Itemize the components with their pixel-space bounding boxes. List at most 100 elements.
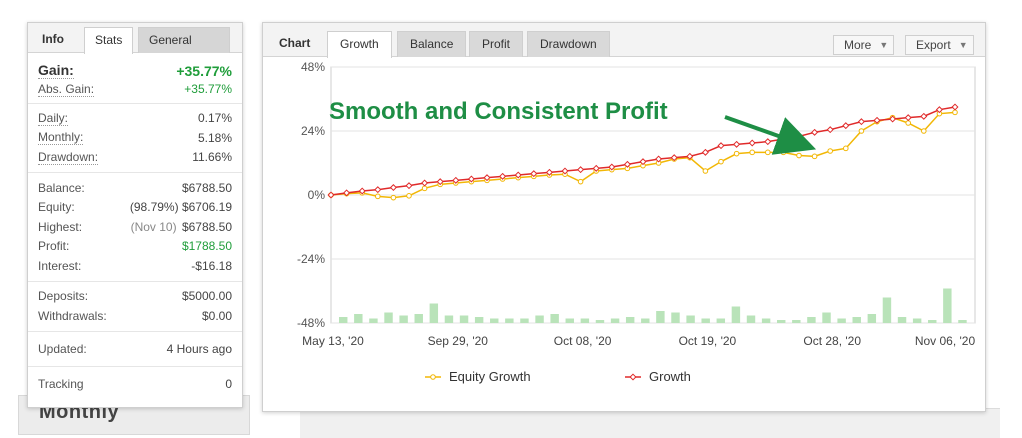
chart-legend: Equity Growth Growth [425, 369, 691, 384]
tab-drawdown[interactable]: Drawdown [527, 31, 610, 57]
series-point [935, 106, 943, 114]
volume-bar [671, 312, 680, 323]
equity-value: $6706.19 [181, 200, 232, 215]
x-axis: May 13, '20 Sep 29, '20 Oct 08, '20 Oct 19,… [302, 334, 975, 348]
series-point [796, 152, 802, 159]
highest-label: Highest: [38, 219, 83, 234]
y-tick-label: -48% [297, 316, 325, 330]
volume-bar [535, 315, 544, 323]
daily-value: 0.17% [197, 111, 232, 126]
series-point [608, 163, 616, 171]
series-point [889, 115, 897, 123]
series-point [811, 153, 818, 160]
y-tick-label: 24% [301, 124, 325, 138]
chart-panel-title: Chart [279, 36, 311, 50]
volume-bar [943, 288, 952, 323]
daily-row: Daily: 0.17% [38, 109, 232, 129]
tab-growth[interactable]: Growth [327, 31, 392, 58]
volume-bar [716, 318, 726, 323]
chart-panel: Chart Growth Balance Profit Drawdown Mor… [262, 22, 986, 412]
legend-label: Equity Growth [449, 369, 531, 384]
series-point [358, 187, 366, 195]
series-point [592, 164, 600, 172]
series-point [561, 167, 569, 175]
series-point [686, 152, 694, 160]
divider [28, 330, 242, 332]
volume-bar [339, 317, 348, 323]
series-point [952, 109, 958, 116]
tracking-label: Tracking [38, 376, 84, 391]
deposits-label: Deposits: [38, 289, 89, 304]
tab-general[interactable]: General [138, 27, 230, 53]
abs-gain-value: +35.77% [184, 82, 232, 96]
withdrawals-row: Withdrawals: $0.00 [38, 306, 232, 326]
y-tick-label: 0% [308, 188, 326, 202]
series-point [405, 182, 413, 190]
export-dropdown[interactable]: Export ▼ [905, 35, 974, 55]
legend-marker [629, 373, 637, 381]
volume-bar [686, 315, 695, 323]
interest-row: Interest: -$16.18 [38, 256, 232, 276]
volume-bar [444, 315, 454, 323]
chart-series [327, 103, 959, 201]
series-point [577, 166, 585, 174]
series-point [375, 193, 381, 200]
series-point [858, 128, 865, 134]
background-card-right [300, 408, 1000, 438]
volume-bar [792, 320, 801, 323]
volume-bar [731, 306, 741, 323]
balance-row: Balance: $6788.50 [38, 178, 232, 198]
series-point [452, 176, 460, 184]
volume-bar [641, 318, 650, 323]
series-point [857, 118, 865, 126]
more-dropdown[interactable]: More ▼ [833, 35, 895, 55]
drawdown-value: 11.66% [192, 150, 232, 165]
tab-stats[interactable]: Stats [84, 27, 134, 54]
volume-bar [429, 303, 439, 323]
volume-bar [867, 314, 877, 323]
series-point [483, 174, 491, 182]
volume-bar [761, 318, 771, 323]
volume-bar [580, 318, 590, 323]
growth-chart: 48% 24% 0% -24% -48% May 13, '20 Sep 29, '20 O… [297, 60, 976, 384]
series-point [702, 168, 709, 174]
series-point [905, 120, 912, 126]
series-point [406, 193, 412, 199]
equity-percent: (98.79%) [129, 200, 179, 215]
tab-balance[interactable]: Balance [397, 31, 467, 57]
series-point [623, 160, 631, 168]
profit-value: $1788.50 [181, 239, 232, 254]
volume-bar [369, 318, 378, 323]
volume-bar [399, 315, 408, 323]
volume-bar [746, 315, 756, 323]
series-point [764, 138, 772, 146]
series-point [733, 140, 741, 148]
series-point [374, 186, 382, 194]
profit-label: Profit: [38, 239, 70, 254]
series-point [920, 112, 928, 120]
volume-bar [897, 317, 907, 323]
divider [28, 280, 242, 282]
abs-gain-row: Abs. Gain: +35.77% [38, 81, 232, 98]
legend-label: Growth [649, 369, 691, 384]
x-tick-label: Sep 29, '20 [428, 334, 489, 348]
volume-bar [505, 318, 514, 323]
volume-bar [656, 311, 665, 323]
volume-bar [625, 317, 635, 323]
series-point [514, 171, 522, 179]
chevron-down-icon: ▼ [879, 40, 889, 50]
updated-value: 4 Hours ago [166, 341, 232, 356]
balance-value: $6788.50 [181, 180, 232, 195]
divider [28, 102, 242, 104]
tab-profit[interactable]: Profit [469, 31, 524, 57]
series-point [827, 148, 834, 154]
tracking-row: Tracking 0 [38, 372, 232, 396]
volume-bar [595, 320, 605, 323]
updated-label: Updated: [38, 341, 87, 356]
series-point [780, 149, 787, 156]
series-point [327, 191, 335, 199]
series-point [577, 178, 584, 185]
series-point [749, 149, 756, 156]
series-point [811, 128, 819, 136]
annotation-text: Smooth and Consistent Profit [329, 98, 668, 125]
